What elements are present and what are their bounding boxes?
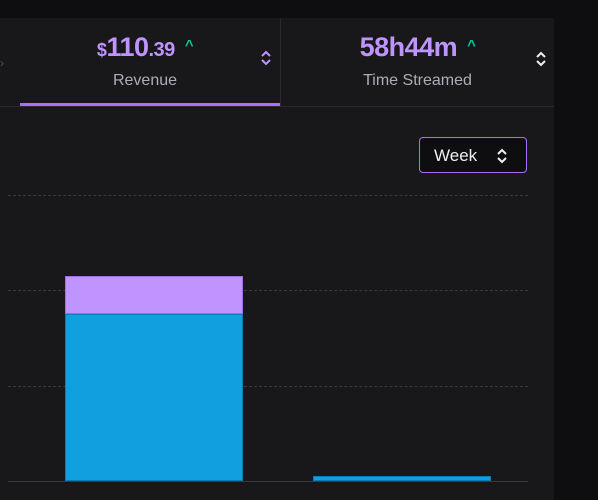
- tab-time-streamed[interactable]: 58h44m ^ Time Streamed: [281, 18, 554, 106]
- bar-segment-secondary[interactable]: [65, 276, 243, 315]
- time-streamed-amount: 58h44m: [359, 32, 458, 62]
- gridline: [8, 195, 528, 196]
- revenue-cents: .39: [148, 39, 176, 61]
- revenue-currency: $: [96, 40, 107, 60]
- time-streamed-label: Time Streamed: [363, 72, 472, 89]
- bar-segment-primary[interactable]: [313, 476, 491, 481]
- time-streamed-value: 58h44m ^: [281, 32, 554, 63]
- revenue-whole: 110: [106, 32, 149, 62]
- period-select-value: Week: [434, 146, 478, 165]
- gridline: [8, 290, 528, 291]
- gridline: [8, 386, 528, 387]
- page-background: [554, 0, 598, 500]
- trend-up-icon: ^: [184, 37, 194, 54]
- sort-icon[interactable]: [536, 51, 546, 67]
- previous-tab-edge: ›: [0, 56, 4, 70]
- trend-up-icon: ^: [467, 37, 476, 54]
- bar-segment-primary[interactable]: [65, 314, 243, 481]
- tab-divider: [0, 106, 554, 107]
- chart-baseline: [8, 481, 528, 482]
- revenue-value: $110.39 ^: [10, 32, 280, 63]
- tab-revenue[interactable]: $110.39 ^ Revenue: [10, 18, 281, 106]
- chevron-up-down-icon: [497, 148, 507, 164]
- sort-icon[interactable]: [261, 50, 271, 66]
- revenue-label: Revenue: [112, 72, 178, 89]
- period-select[interactable]: Week: [419, 137, 527, 173]
